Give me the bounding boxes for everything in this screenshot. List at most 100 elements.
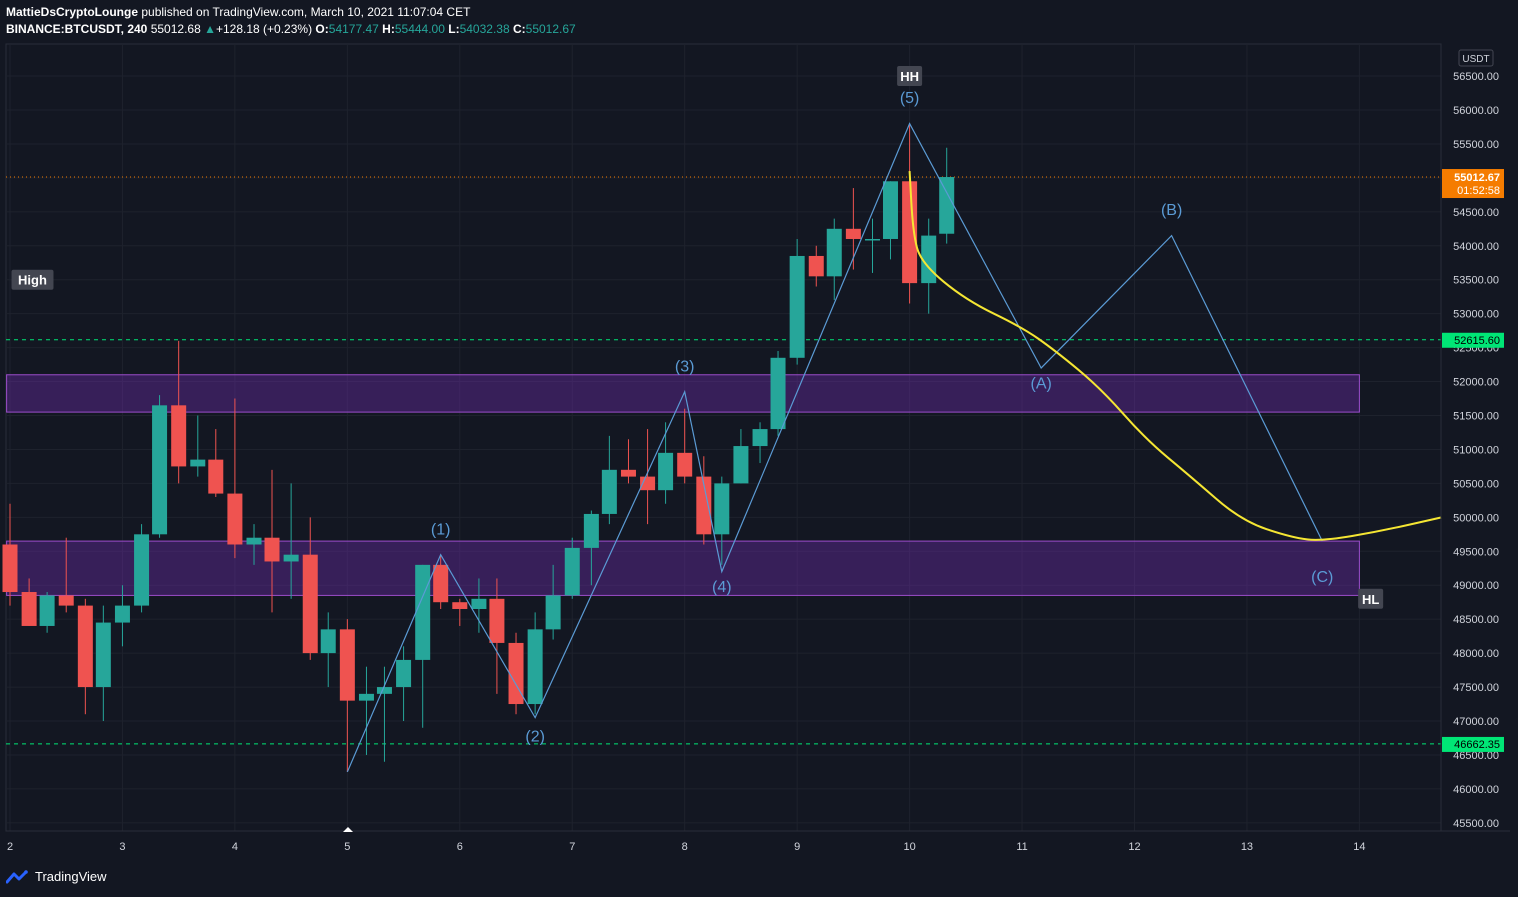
candle-body [808,255,824,277]
time-tick-label: 3 [119,841,125,853]
candle-body [208,459,224,494]
candle [808,245,824,287]
level-price-tag-text: 46662.35 [1454,739,1500,751]
candle [677,408,693,484]
candle-body [264,537,280,562]
chart-tag: High [11,269,54,290]
candle [95,605,111,722]
candle-body [508,642,524,705]
chart-tag-box [897,66,923,87]
level-price-tag-box [1442,332,1504,348]
level-price-tag: 46662.35 [1442,736,1504,752]
time-tick-label: 5 [344,841,350,853]
time-tick-label: 4 [232,841,238,853]
symbol-name[interactable]: BINANCE:BTCUSDT, 240 [6,22,148,36]
wave-label: (2) [525,728,545,745]
tradingview-logo[interactable]: TradingView [6,869,107,884]
author-name[interactable]: MattieDsCryptoLounge [6,5,138,19]
candle [583,510,599,586]
candle-body [433,564,449,603]
candle-body [564,547,580,596]
chart-tag-text: HH [900,69,919,84]
candle [826,218,842,301]
candle [789,238,805,365]
chart-tag: HL [1358,588,1384,609]
candle-body [152,405,168,535]
candle-body [376,687,392,694]
candle-body [902,181,918,284]
low-value: 54032.38 [459,22,510,36]
chart-tag-box [1358,588,1384,609]
time-tick-label: 10 [903,841,915,853]
currency-label: USDT [1462,54,1489,65]
candle [39,592,55,633]
candle-body [733,446,749,484]
candle-body [658,452,674,491]
symbol-line: BINANCE:BTCUSDT, 240 55012.68 ▲+128.18 (… [6,21,576,38]
candle [376,666,392,762]
price-tick-label: 48500.00 [1453,614,1499,626]
candle [770,351,786,436]
bar-countdown-text: 01:52:58 [1457,185,1500,197]
candle [171,340,187,484]
candle-body [770,357,786,430]
price-tick-label: 51500.00 [1453,411,1499,423]
time-marker-icon [343,827,353,832]
low-label: L: [448,22,460,36]
candle [939,147,955,244]
wave-label: (4) [712,579,732,596]
candle-body [227,493,243,545]
close-value: 55012.67 [525,22,576,36]
time-tick-label: 2 [7,841,13,853]
candle [283,483,299,599]
price-tick-label: 54000.00 [1453,241,1499,253]
last-price: 55012.68 [150,22,201,36]
time-tick-label: 8 [682,841,688,853]
candle-body [134,534,150,606]
time-tick-label: 12 [1128,841,1140,853]
price-tick-label: 45500.00 [1453,818,1499,830]
candle-body [114,605,130,623]
current-price-tag-box [1442,169,1504,199]
candle [733,429,749,484]
candle-body [190,459,206,467]
up-arrow-icon: ▲ [204,22,216,36]
tradingview-brand: TradingView [35,869,107,884]
candle-body [171,405,187,467]
supply-demand-zone [6,540,1360,596]
candle [640,429,656,525]
level-price-tag-text: 52615.60 [1454,335,1500,347]
candle-body [21,592,37,626]
price-tick-label: 47500.00 [1453,682,1499,694]
candle [527,612,543,715]
price-tick-label: 47000.00 [1453,716,1499,728]
price-tick-label: 50000.00 [1453,512,1499,524]
candle-body [77,605,93,688]
candle [601,435,617,525]
candle [134,524,150,613]
candle [489,578,505,694]
candle [864,218,880,273]
supply-demand-zone [6,374,1360,413]
candle-body [527,629,543,705]
candle [302,517,318,660]
candle-body [789,255,805,358]
candle [752,422,768,464]
candle [845,188,861,270]
candle-body [601,469,617,514]
candle [545,564,561,640]
forecast-curve [908,171,1442,541]
level-price-tag: 52615.60 [1442,332,1504,348]
candle [2,503,18,606]
publish-line: MattieDsCryptoLounge published on Tradin… [6,4,576,21]
time-tick-label: 14 [1353,841,1365,853]
wave-label: (B) [1161,202,1182,219]
price-tick-label: 48000.00 [1453,648,1499,660]
candle [114,585,130,647]
candle-body [545,595,561,630]
candle [264,469,280,613]
candle-body [320,629,336,654]
candle [433,554,449,609]
price-tick-label: 51000.00 [1453,444,1499,456]
